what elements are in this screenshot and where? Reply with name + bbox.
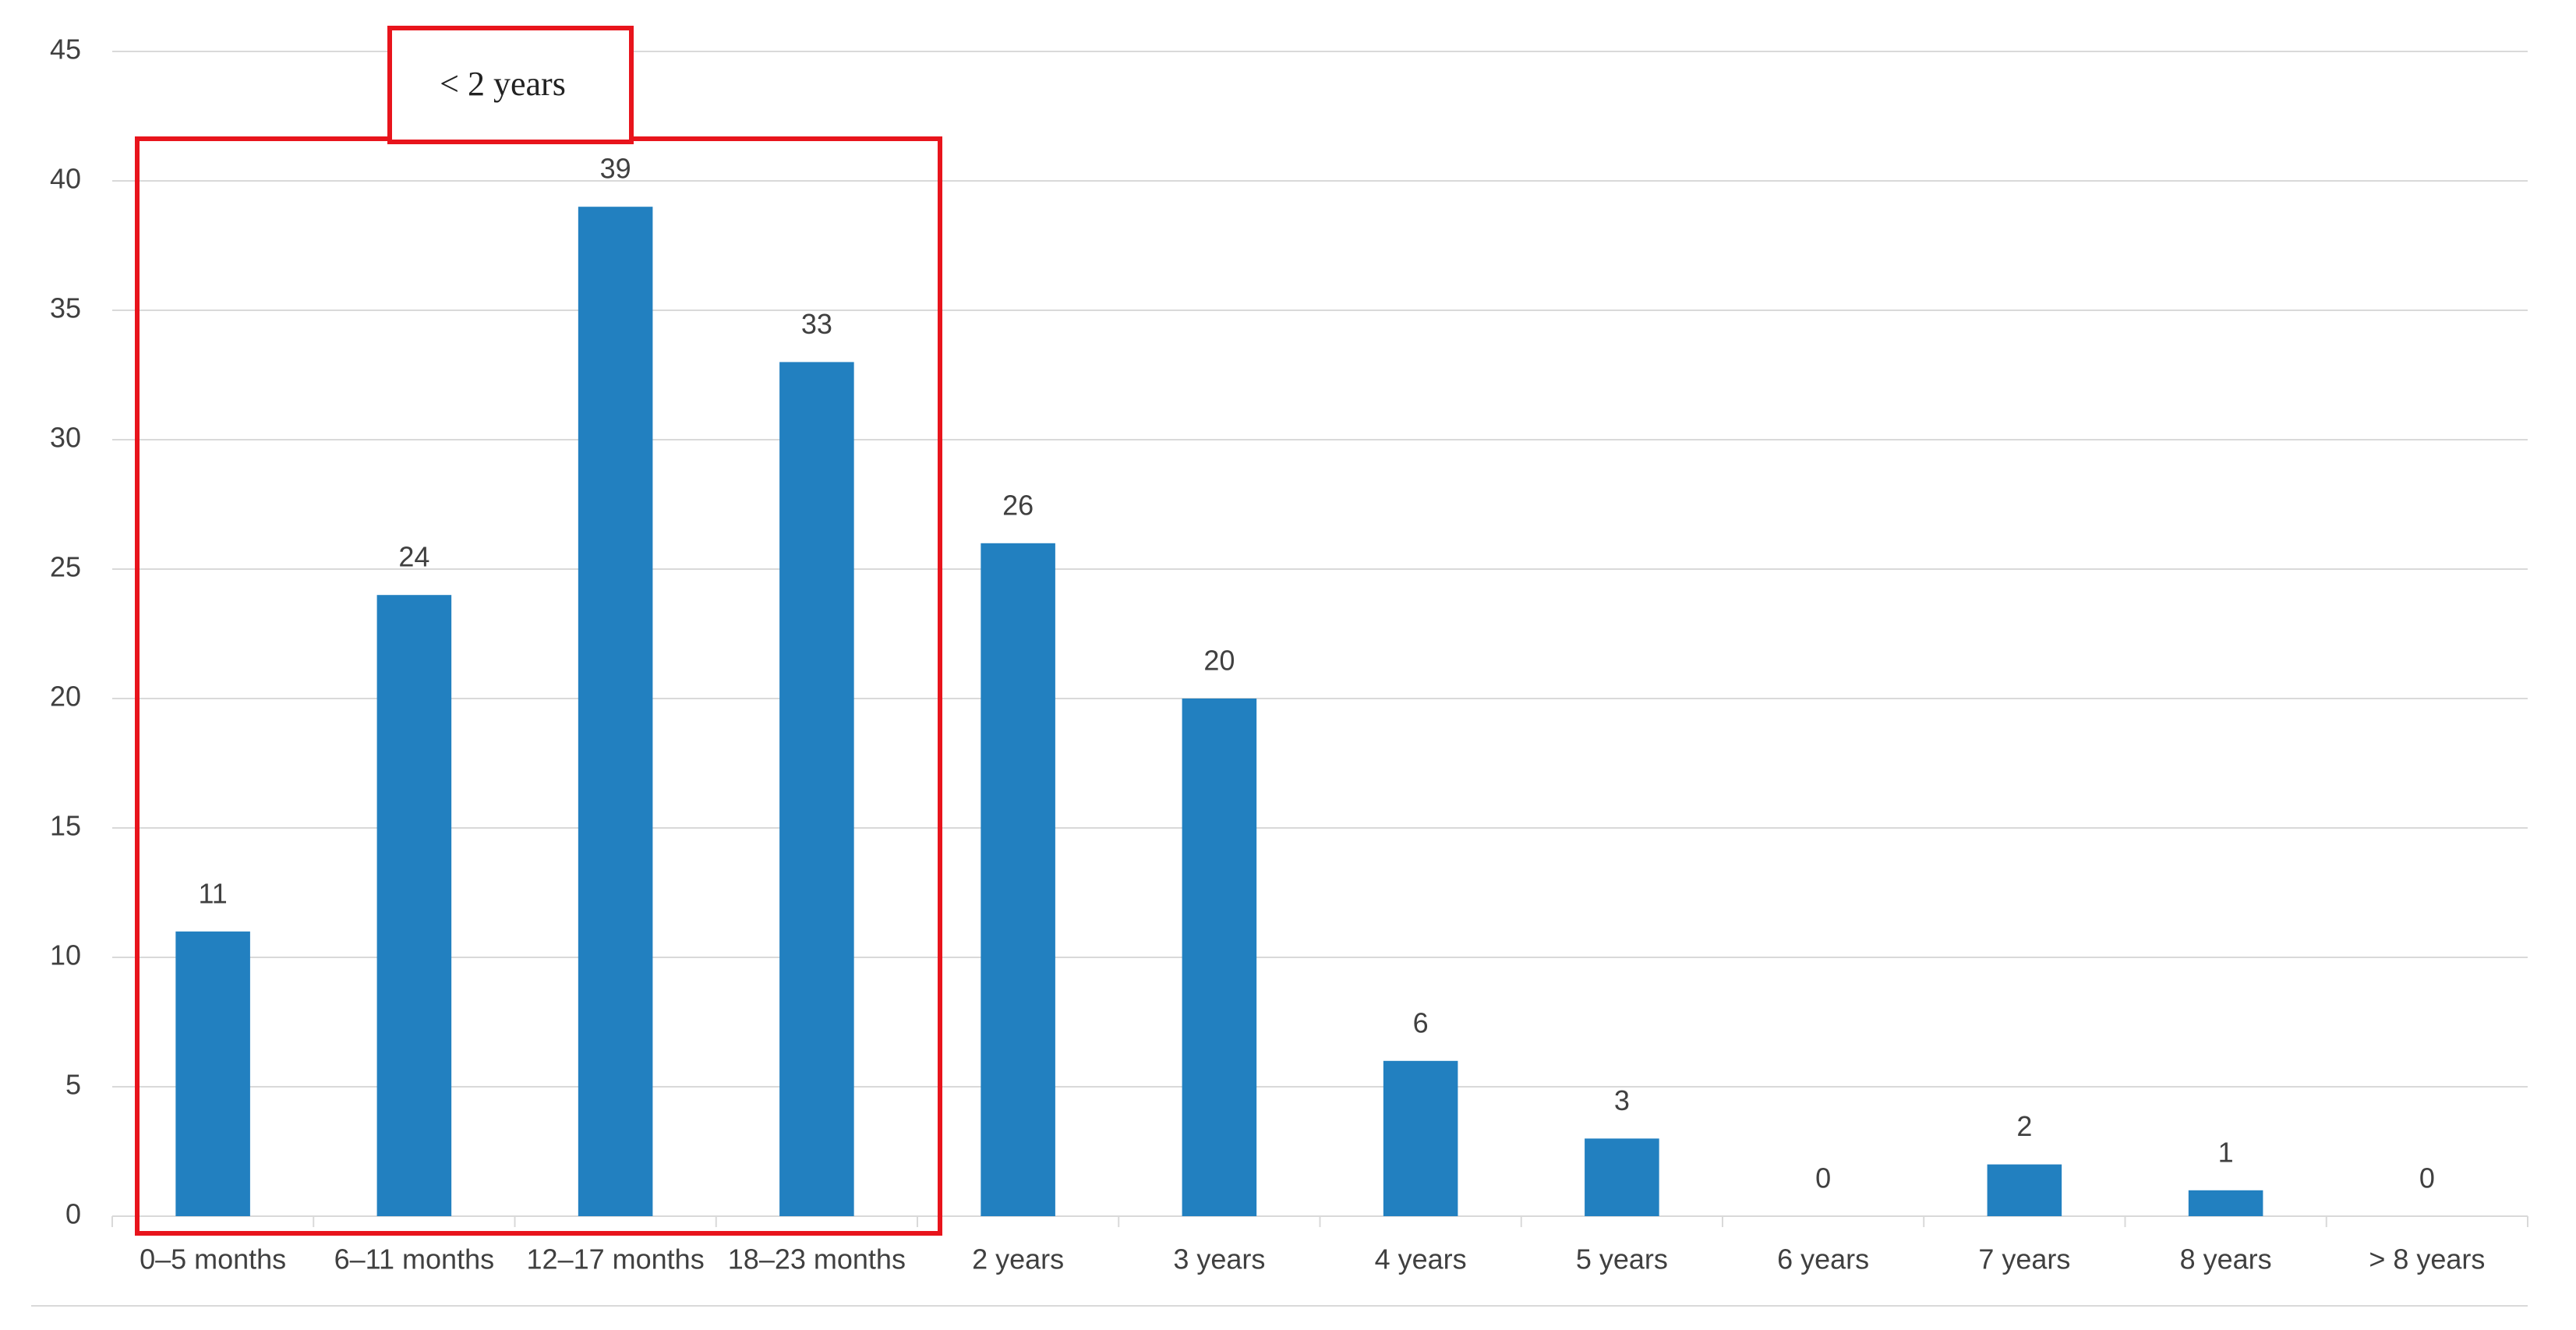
y-tick-label: 20 bbox=[50, 681, 81, 713]
x-tick-label: 18–23 months bbox=[728, 1243, 906, 1275]
data-label: 0 bbox=[2419, 1162, 2435, 1194]
y-tick-label: 25 bbox=[50, 551, 81, 583]
y-tick-label: 30 bbox=[50, 422, 81, 454]
x-tick-label: 12–17 months bbox=[527, 1243, 705, 1275]
data-label: 26 bbox=[1002, 489, 1034, 521]
x-tick-label: 2 years bbox=[972, 1243, 1064, 1275]
x-tick-label: 5 years bbox=[1576, 1243, 1668, 1275]
x-tick-label: 7 years bbox=[1978, 1243, 2070, 1275]
x-tick-label: 3 years bbox=[1173, 1243, 1265, 1275]
x-tick-label: 6–11 months bbox=[334, 1243, 494, 1275]
x-tick-label: 6 years bbox=[1777, 1243, 1869, 1275]
data-label: 2 bbox=[2016, 1110, 2032, 1142]
data-label: 0 bbox=[1815, 1162, 1831, 1194]
y-tick-label: 40 bbox=[50, 163, 81, 195]
y-tick-label: 45 bbox=[50, 34, 81, 65]
bar bbox=[1383, 1060, 1458, 1216]
bar bbox=[1987, 1164, 2062, 1216]
y-tick-label: 5 bbox=[65, 1069, 81, 1101]
bar bbox=[1182, 699, 1257, 1216]
data-label: 6 bbox=[1413, 1006, 1429, 1038]
y-tick-label: 35 bbox=[50, 292, 81, 324]
data-label: 24 bbox=[398, 541, 429, 573]
x-tick-label: 8 years bbox=[2180, 1243, 2272, 1275]
annotation-label-box bbox=[387, 26, 634, 144]
data-label: 1 bbox=[2218, 1136, 2234, 1168]
annotation-label: < 2 years bbox=[440, 65, 566, 103]
data-label: 39 bbox=[600, 153, 631, 185]
bar bbox=[175, 931, 250, 1216]
data-label: 11 bbox=[198, 877, 227, 909]
x-tick-label: 0–5 months bbox=[140, 1243, 286, 1275]
data-label: 33 bbox=[801, 308, 832, 340]
bar bbox=[981, 543, 1055, 1216]
x-tick-label: 4 years bbox=[1375, 1243, 1467, 1275]
bar bbox=[779, 362, 854, 1216]
x-tick-label: > 8 years bbox=[2369, 1243, 2485, 1275]
data-label: 20 bbox=[1203, 645, 1235, 677]
data-label: 3 bbox=[1614, 1084, 1630, 1116]
bar bbox=[2188, 1190, 2263, 1216]
bar bbox=[1585, 1138, 1659, 1216]
bar bbox=[376, 595, 452, 1216]
bar bbox=[578, 207, 653, 1217]
y-tick-label: 10 bbox=[50, 939, 81, 971]
y-tick-label: 0 bbox=[65, 1198, 81, 1230]
y-tick-label: 15 bbox=[50, 810, 81, 842]
